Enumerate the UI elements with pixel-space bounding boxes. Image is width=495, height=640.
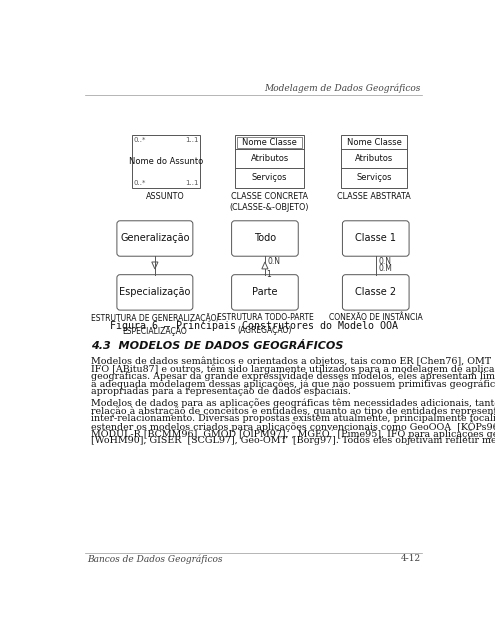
Text: CLASSE CONCRETA
(CLASSE-&-OBJETO): CLASSE CONCRETA (CLASSE-&-OBJETO) [230,191,309,212]
FancyBboxPatch shape [117,221,193,256]
Text: estender os modelos criados para aplicações convencionais como GeoOOA  [KÔPs96],: estender os modelos criados para aplicaç… [91,421,495,432]
FancyBboxPatch shape [117,275,193,310]
Text: 1: 1 [266,271,271,280]
Text: Modelagem de Dados Geográficos: Modelagem de Dados Geográficos [264,83,421,93]
Text: 1..1: 1..1 [185,137,198,143]
FancyBboxPatch shape [343,221,409,256]
Text: a adequada modelagem dessas aplicações, já que não possuem primitivas geográfica: a adequada modelagem dessas aplicações, … [91,379,495,388]
Text: IFO [ABitu87] e outros, têm sido largamente utilizados para a modelagem de aplic: IFO [ABitu87] e outros, têm sido largame… [91,364,495,374]
Text: Todo: Todo [254,234,276,243]
FancyBboxPatch shape [236,135,303,188]
FancyBboxPatch shape [132,135,200,188]
FancyBboxPatch shape [343,275,409,310]
Text: 4.3  MODELOS DE DADOS GEOGRÁFICOS: 4.3 MODELOS DE DADOS GEOGRÁFICOS [91,341,344,351]
Text: Modelos de dados para as aplicações geográficas têm necessidades adicionais, tan: Modelos de dados para as aplicações geog… [91,399,495,408]
FancyBboxPatch shape [341,135,407,188]
Text: CLASSE ABSTRATA: CLASSE ABSTRATA [337,191,411,200]
FancyBboxPatch shape [232,275,298,310]
Text: Classe 1: Classe 1 [355,234,396,243]
Text: relação à abstração de conceitos e entidades, quanto ao tipo de entidades repres: relação à abstração de conceitos e entid… [91,406,495,416]
Text: Nome Classe: Nome Classe [347,138,401,147]
Text: Figura 6 – Principais Construtores do Modelo OOA: Figura 6 – Principais Construtores do Mo… [110,321,398,332]
Text: 0.N: 0.N [267,257,280,266]
Text: Classe 2: Classe 2 [355,287,396,298]
Text: Modelos de dados semânticos e orientados a objetos, tais como ER [Chen76], OMT [: Modelos de dados semânticos e orientados… [91,356,495,366]
Text: ESTRUTURA TODO-PARTE
(AGREGAÇÃO): ESTRUTURA TODO-PARTE (AGREGAÇÃO) [216,313,313,335]
Text: 0..*: 0..* [133,137,146,143]
Text: Atributos: Atributos [250,154,289,163]
Text: ASSUNTO: ASSUNTO [147,191,185,200]
Text: apropriadas para a representação de dados espaciais.: apropriadas para a representação de dado… [91,387,351,396]
Text: ESTRUTURA DE GENERALIZAÇÃO/
ESPECIALIZAÇÃO: ESTRUTURA DE GENERALIZAÇÃO/ ESPECIALIZAÇ… [91,313,219,336]
Text: geográficas. Apesar da grande expressividade desses modelos, eles apresentam lim: geográficas. Apesar da grande expressivi… [91,371,495,381]
Text: [WoHM90], GISER  [SCGL97], Geo-OMT  [Borg97]. Todos eles objetivam refletir melh: [WoHM90], GISER [SCGL97], Geo-OMT [Borg9… [91,436,495,445]
Text: Nome Classe: Nome Classe [242,138,297,147]
Text: 4-12: 4-12 [400,554,421,563]
Text: CONEXÃO DE INSTÂNCIA: CONEXÃO DE INSTÂNCIA [329,313,423,322]
Text: inter-relacionamento. Diversas propostas existem atualmente, principalmente foca: inter-relacionamento. Diversas propostas… [91,413,495,423]
Text: 1..1: 1..1 [185,180,198,186]
FancyBboxPatch shape [232,221,298,256]
FancyBboxPatch shape [237,137,302,148]
Text: 0..*: 0..* [133,180,146,186]
Text: Bancos de Dados Geográficos: Bancos de Dados Geográficos [87,554,222,564]
Text: Generalização: Generalização [120,234,190,243]
Text: Serviços: Serviços [252,173,287,182]
Text: 0.N: 0.N [378,257,391,266]
Text: MODUL-R [BCMM96], GMOD [OlPM97], , MGEO´ [Pime95], IFO para aplicações geográfic: MODUL-R [BCMM96], GMOD [OlPM97], , MGEO´… [91,429,495,438]
Text: Serviços: Serviços [356,173,392,182]
Text: Especialização: Especialização [119,287,191,298]
Text: Atributos: Atributos [355,154,394,163]
Text: Parte: Parte [252,287,278,298]
Text: Nome do Assunto: Nome do Assunto [129,157,203,166]
Text: 0.M: 0.M [378,264,392,273]
